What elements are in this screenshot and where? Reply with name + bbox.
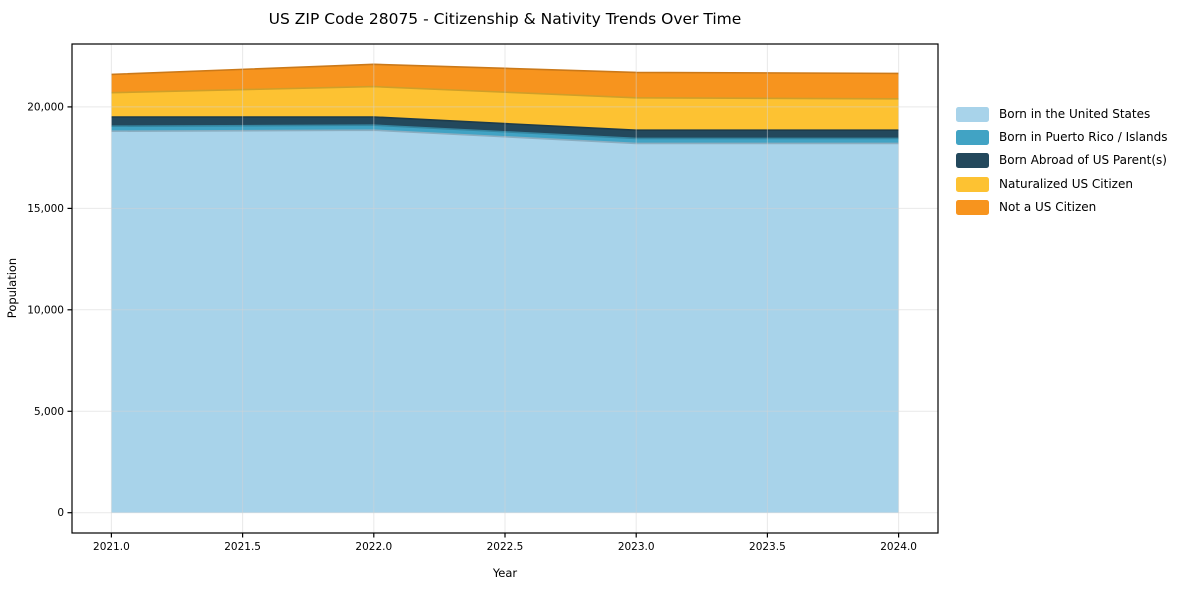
x-tick-label: 2022.5 [487, 541, 524, 553]
y-tick-label: 5,000 [34, 406, 64, 418]
x-tick-label: 2023.5 [749, 541, 786, 553]
y-tick-label: 15,000 [27, 203, 64, 215]
legend-swatch [956, 199, 989, 215]
legend-label: Born in Puerto Rico / Islands [999, 130, 1168, 145]
chart-title: US ZIP Code 28075 - Citizenship & Nativi… [269, 10, 742, 28]
grid-layer [72, 44, 938, 533]
legend-label: Not a US Citizen [999, 199, 1097, 214]
y-tick-label: 20,000 [27, 101, 64, 113]
legend-label: Born Abroad of US Parent(s) [999, 153, 1167, 168]
ticks-layer: 2021.0 2021.5 2022.0 2022.5 2023.0 2023.5 2024… [27, 101, 917, 553]
legend-swatch [956, 130, 989, 146]
legend: Born in the United States Born in Puerto … [956, 107, 1168, 223]
x-tick-label: 2022.0 [355, 541, 392, 553]
y-tick-label: 0 [57, 507, 64, 519]
legend-label: Naturalized US Citizen [999, 176, 1133, 191]
legend-swatch [956, 107, 989, 122]
x-tick-label: 2021.0 [93, 541, 130, 553]
x-tick-label: 2021.5 [224, 541, 261, 553]
legend-item-not-a-us-citizen: Not a US Citizen [956, 199, 1168, 215]
legend-item-born-abroad-of-us-parent-s: Born Abroad of US Parent(s) [956, 153, 1168, 169]
y-axis-label: Population [5, 258, 19, 318]
legend-swatch [956, 153, 989, 169]
legend-item-born-in-the-united-states: Born in the United States [956, 107, 1168, 122]
legend-item-born-in-puerto-rico-islands: Born in Puerto Rico / Islands [956, 130, 1168, 146]
x-tick-label: 2024.0 [880, 541, 917, 553]
legend-label: Born in the United States [999, 107, 1151, 121]
x-axis-label: Year [492, 566, 518, 580]
x-tick-label: 2023.0 [618, 541, 655, 553]
y-tick-label: 10,000 [27, 304, 64, 316]
legend-swatch [956, 176, 989, 192]
legend-item-naturalized-us-citizen: Naturalized US Citizen [956, 176, 1168, 192]
